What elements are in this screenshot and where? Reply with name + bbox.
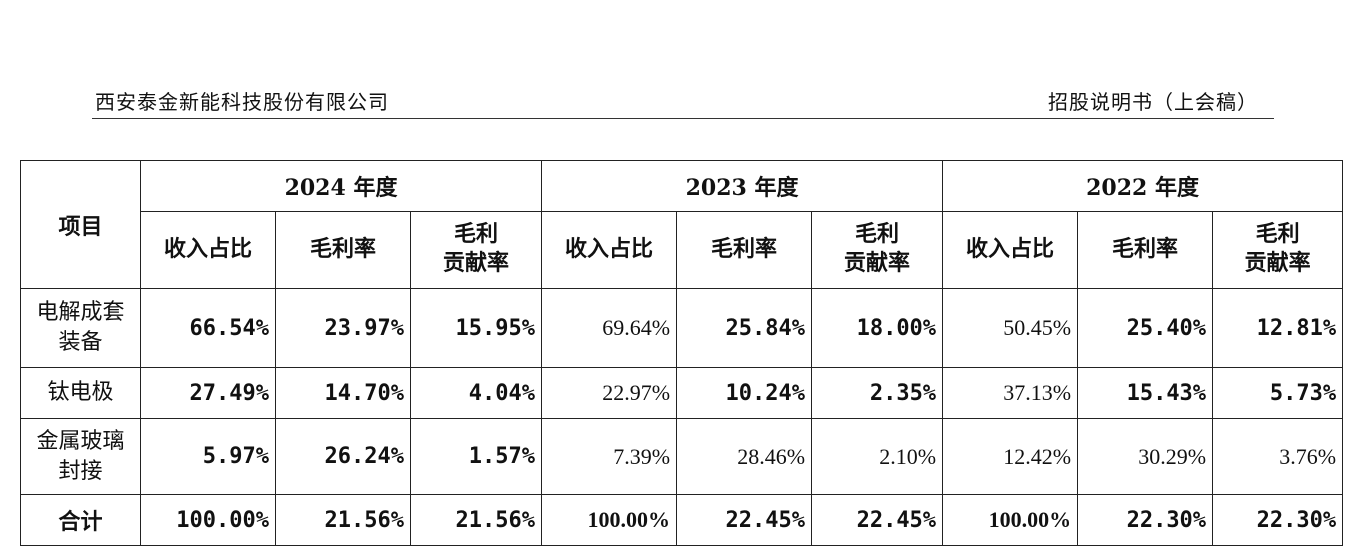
table-cell: 100.00% — [140, 494, 276, 546]
table-cell: 4.04% — [409, 367, 543, 419]
sub-header-margin-contribution: 毛利 贡献率 — [409, 211, 543, 289]
row-label-total: 合计 — [20, 494, 141, 546]
table-cell: 5.97% — [140, 418, 276, 495]
table-cell: 15.95% — [409, 288, 543, 368]
table-cell: 21.56% — [409, 494, 543, 546]
table-cell: 2.10% — [811, 418, 944, 495]
sub-header-gross-margin: 毛利率 — [676, 211, 813, 289]
table-row: 电解成套装备 66.54% 23.97% 15.95% 69.64% 25.84… — [20, 288, 1344, 368]
table-cell: 25.40% — [1077, 288, 1214, 368]
table-cell: 22.45% — [676, 494, 813, 546]
table-cell: 27.49% — [140, 367, 276, 419]
document-title: 招股说明书（上会稿） — [1048, 90, 1258, 114]
sub-header-gross-margin: 毛利率 — [275, 211, 411, 289]
year-header-2022: 2022 年度 — [942, 160, 1344, 212]
sub-header-revenue-share: 收入占比 — [140, 211, 276, 289]
table-cell: 18.00% — [811, 288, 944, 368]
table-cell: 28.46% — [676, 418, 813, 495]
sub-header-row: 收入占比 毛利率 毛利 贡献率 收入占比 毛利率 毛利 贡献率 收入占比 毛利率 毛… — [21, 211, 1344, 289]
table-cell: 22.45% — [811, 494, 944, 546]
table-cell: 22.30% — [1077, 494, 1214, 546]
table-cell: 14.70% — [275, 367, 411, 419]
sub-header-margin-contribution: 毛利 贡献率 — [1212, 211, 1344, 289]
item-header: 项目 — [20, 160, 141, 289]
row-label: 电解成套装备 — [20, 288, 141, 368]
table-cell: 2.35% — [811, 367, 944, 419]
table-cell: 3.76% — [1212, 418, 1344, 495]
table-cell: 5.73% — [1212, 367, 1344, 419]
financial-table: 项目 2024 年度 2023 年度 2022 年度 收入占比 毛利率 毛利 贡献… — [20, 160, 1344, 546]
header-rule — [92, 118, 1274, 119]
table-cell: 100.00% — [942, 494, 1079, 546]
table-cell: 37.13% — [942, 367, 1079, 419]
table-cell: 22.30% — [1212, 494, 1344, 546]
table-row-total: 合计 100.00% 21.56% 21.56% 100.00% 22.45% … — [20, 494, 1344, 546]
table-row: 金属玻璃封接 5.97% 26.24% 1.57% 7.39% 28.46% 2… — [20, 418, 1344, 495]
sub-header-margin-contribution: 毛利 贡献率 — [811, 211, 944, 289]
table-cell: 66.54% — [140, 288, 276, 368]
year-header-2024: 2024 年度 — [139, 160, 543, 212]
table-cell: 23.97% — [275, 288, 411, 368]
year-header-2023: 2023 年度 — [541, 160, 944, 212]
table-cell: 1.57% — [409, 418, 543, 495]
sub-header-revenue-share: 收入占比 — [942, 211, 1079, 289]
company-name: 西安泰金新能科技股份有限公司 — [95, 90, 389, 114]
year-header-row: 项目 2024 年度 2023 年度 2022 年度 — [20, 160, 1344, 289]
table-cell: 12.81% — [1212, 288, 1344, 368]
row-label: 钛电极 — [20, 367, 141, 419]
table-cell: 69.64% — [541, 288, 678, 368]
table-cell: 10.24% — [676, 367, 813, 419]
table-cell: 15.43% — [1077, 367, 1214, 419]
table-cell: 26.24% — [275, 418, 411, 495]
table-cell: 12.42% — [942, 418, 1079, 495]
table-cell: 30.29% — [1077, 418, 1214, 495]
table-cell: 100.00% — [541, 494, 678, 546]
table-cell: 50.45% — [942, 288, 1079, 368]
table-cell: 25.84% — [676, 288, 813, 368]
table-cell: 21.56% — [275, 494, 411, 546]
table-row: 钛电极 27.49% 14.70% 4.04% 22.97% 10.24% 2.… — [20, 367, 1344, 419]
row-label: 金属玻璃封接 — [20, 418, 141, 495]
table-cell: 22.97% — [541, 367, 678, 419]
sub-header-revenue-share: 收入占比 — [541, 211, 678, 289]
table-cell: 7.39% — [541, 418, 678, 495]
sub-header-gross-margin: 毛利率 — [1077, 211, 1214, 289]
